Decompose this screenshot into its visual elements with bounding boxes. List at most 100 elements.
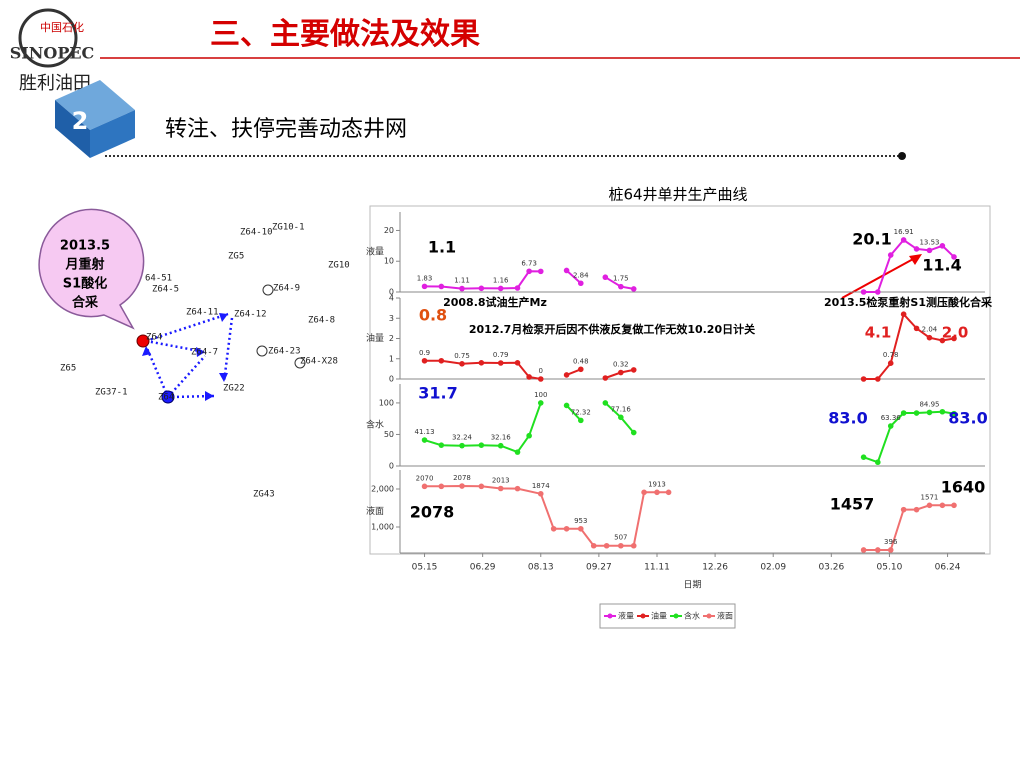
- data-point: [875, 289, 881, 295]
- callout-line: 月重射: [64, 257, 104, 273]
- legend-dot: [706, 613, 712, 619]
- data-point: [421, 357, 428, 364]
- well-label: ZG10: [328, 261, 350, 271]
- series-line: [424, 402, 955, 464]
- annotation: 0.8: [419, 306, 447, 325]
- annotation: 4.1: [865, 324, 892, 342]
- y-tick-label: 1,000: [371, 523, 394, 532]
- x-tick-label: 09.27: [586, 563, 612, 573]
- data-point: [887, 360, 894, 367]
- data-point: [887, 547, 894, 553]
- data-point: [537, 400, 544, 406]
- data-point: [665, 489, 672, 496]
- data-point: [951, 335, 957, 342]
- value-label: 6.73: [521, 259, 537, 267]
- value-label: 0.32: [613, 361, 629, 369]
- data-point: [630, 286, 637, 292]
- y-tick-label: 0: [389, 462, 394, 471]
- x-tick-label: 05.15: [412, 563, 438, 573]
- data-point: [602, 400, 609, 406]
- value-label: 32.16: [491, 434, 512, 442]
- data-point: [860, 454, 867, 460]
- data-point: [459, 442, 465, 449]
- section-badge: 2: [55, 80, 135, 158]
- x-tick-label: 11.11: [644, 563, 670, 573]
- data-point: [641, 489, 647, 496]
- y-tick-label: 1: [389, 354, 394, 363]
- value-label: 1.11: [454, 277, 470, 285]
- plot-frame: [369, 205, 991, 555]
- data-point: [497, 360, 504, 366]
- well-label: Z64-10: [240, 228, 273, 238]
- legend-label: 液量: [618, 611, 634, 621]
- x-tick-label: 05.10: [877, 563, 903, 573]
- data-point: [438, 442, 445, 448]
- data-point: [550, 525, 557, 532]
- data-point: [514, 449, 521, 455]
- well-label: ZG22: [223, 384, 245, 394]
- value-label: 13.53: [919, 238, 939, 246]
- value-label: 0.78: [883, 351, 899, 359]
- data-point: [926, 409, 933, 416]
- x-tick-label: 03.26: [818, 563, 844, 573]
- data-point: [926, 247, 933, 254]
- legend-dot: [607, 613, 613, 619]
- data-point: [497, 442, 504, 449]
- series-line: [424, 238, 955, 293]
- value-label: 0.48: [573, 357, 589, 365]
- well-label: Z64-11: [186, 308, 219, 318]
- x-axis-label: 日期: [683, 580, 701, 591]
- data-point: [514, 285, 521, 291]
- data-point: [478, 483, 485, 490]
- well-label: Z64-5: [152, 285, 179, 295]
- well-label: Z64-X28: [300, 357, 338, 367]
- annotation: 11.4: [922, 256, 961, 275]
- y-tick-label: 50: [384, 430, 394, 439]
- data-point: [913, 506, 920, 513]
- x-tick-label: 02.09: [760, 563, 786, 573]
- legend-label: 含水: [684, 611, 700, 621]
- annotation: 31.7: [418, 384, 457, 403]
- well-label: ZG5: [228, 252, 244, 262]
- well-label: Z64: [158, 393, 174, 403]
- data-point: [459, 285, 465, 292]
- data-point: [926, 502, 933, 509]
- well-map: [136, 284, 306, 404]
- well-label: 64-51: [145, 274, 172, 284]
- legend-dot: [640, 613, 646, 619]
- arrow-head: [909, 254, 922, 265]
- data-point: [951, 502, 957, 509]
- data-point: [478, 285, 485, 292]
- value-label: 1571: [921, 493, 939, 501]
- data-point: [913, 325, 920, 332]
- data-point: [577, 417, 584, 424]
- data-point: [478, 360, 485, 366]
- data-point: [577, 366, 584, 373]
- value-label: 507: [614, 534, 627, 542]
- y-tick-label: 2: [389, 334, 394, 343]
- data-point: [497, 285, 504, 292]
- data-point: [951, 254, 957, 260]
- data-point: [421, 437, 428, 443]
- data-point: [577, 525, 584, 532]
- data-point: [421, 283, 428, 290]
- callout-line: S1酸化: [63, 276, 107, 292]
- value-label: 2013: [492, 477, 510, 485]
- y-tick-label: 4: [389, 294, 394, 303]
- annotation: 2008.8试油生产Mz: [443, 295, 547, 309]
- data-point: [563, 525, 570, 532]
- data-point: [913, 246, 920, 252]
- y-tick-label: 100: [379, 398, 394, 407]
- data-point: [926, 334, 933, 341]
- well-label: Z64-12: [234, 310, 267, 320]
- data-point: [563, 267, 570, 274]
- value-label: 16.91: [894, 228, 914, 236]
- value-label: 396: [884, 538, 898, 546]
- data-point: [939, 408, 946, 415]
- logo-bottom: 胜利油田: [19, 73, 91, 94]
- y-tick-label: 2,000: [371, 485, 394, 494]
- annotation: 2013.5检泵重射S1测压酸化合采: [824, 295, 993, 309]
- value-label: 2.84: [573, 271, 589, 279]
- y-tick-label: 0: [389, 375, 394, 384]
